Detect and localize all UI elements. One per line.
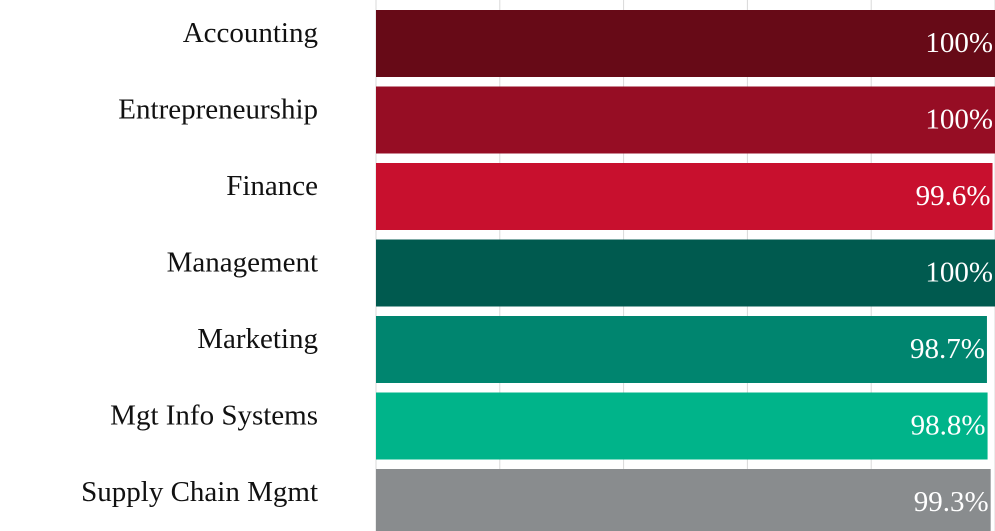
bar <box>376 163 993 230</box>
category-label: Management <box>167 247 318 279</box>
value-label: 100% <box>925 27 993 59</box>
value-label: 99.3% <box>914 486 989 518</box>
bar <box>376 316 987 383</box>
bar <box>376 392 988 460</box>
bar <box>376 469 991 531</box>
category-label: Marketing <box>197 323 318 355</box>
value-label: 98.8% <box>911 410 986 442</box>
category-label: Mgt Info Systems <box>110 400 318 432</box>
value-label: 100% <box>925 104 993 136</box>
category-label: Supply Chain Mgmt <box>81 476 318 508</box>
category-label: Finance <box>226 170 318 202</box>
value-label: 99.6% <box>916 180 991 212</box>
value-label: 98.7% <box>910 333 985 365</box>
bar <box>376 10 995 77</box>
bar <box>376 86 995 154</box>
value-label: 100% <box>925 257 993 289</box>
category-label: Entrepreneurship <box>118 94 318 126</box>
bar <box>376 239 995 307</box>
category-label: Accounting <box>183 17 318 49</box>
